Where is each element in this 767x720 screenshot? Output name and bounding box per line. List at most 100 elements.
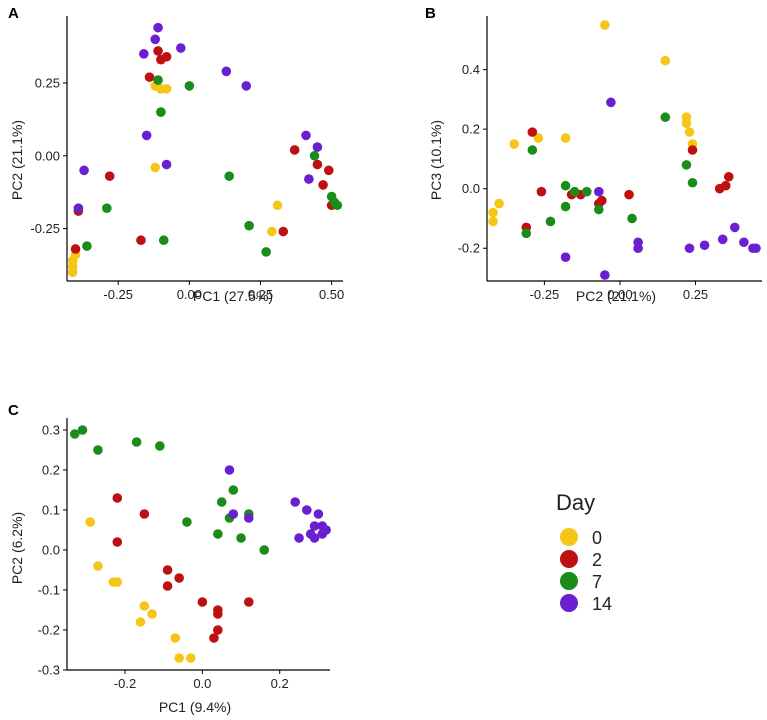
- panel-a-point-day-7: [153, 75, 163, 85]
- panel-a-point-day-0: [272, 200, 283, 211]
- panel-c-point-day-14: [228, 509, 239, 519]
- panel-b-point-day-14: [730, 222, 740, 233]
- panel-a-point-day-14: [161, 159, 172, 170]
- panel-a-axes: -0.25 0.00 0.25 0.50 -0.25 0.00 0.25: [30, 16, 344, 302]
- panel-b-point-day-14: [606, 97, 616, 108]
- panel-a-point-day-2: [318, 180, 328, 190]
- panel-c-x-tick-label: 0.0: [193, 676, 211, 691]
- panel-b-point-day-7: [521, 228, 532, 239]
- panel-a-point-day-7: [244, 220, 254, 231]
- panel-b-x-tick-label: 0.25: [683, 287, 708, 302]
- panel-b-point-day-7: [627, 213, 637, 224]
- panel-b-point-day-14: [560, 252, 571, 262]
- panel-c-point-day-0: [135, 617, 146, 627]
- legend-swatch-day-14: [560, 594, 578, 612]
- panel-c-point-day-0: [174, 653, 184, 663]
- panel-c-point-day-7: [182, 517, 192, 527]
- legend-swatch-day-2: [560, 550, 578, 568]
- panel-c-point-day-7: [213, 529, 223, 539]
- panel-a-point-day-14: [241, 81, 252, 91]
- panel-c-point-day-7: [77, 425, 88, 435]
- panel-a-point-day-7: [332, 200, 343, 211]
- panel-a-y-tick-label: 0.25: [35, 75, 60, 90]
- panel-b-point-day-2: [536, 186, 547, 197]
- panel-b-point-day-2: [723, 171, 734, 182]
- panel-c-label: C: [8, 402, 19, 419]
- panel-c-point-day-14: [290, 497, 300, 507]
- panel-c-point-day-7: [236, 533, 246, 543]
- panel-b-point-day-2: [687, 145, 698, 155]
- panel-b-point-day-7: [545, 216, 556, 227]
- panel-c-point-day-2: [112, 493, 123, 503]
- panel-c-point-day-14: [309, 533, 320, 543]
- panel-a-point-day-0: [150, 162, 161, 173]
- panel-c-point-day-0: [170, 633, 181, 643]
- panel-a-point-day-7: [261, 247, 271, 257]
- panel-a-point-day-7: [184, 81, 195, 91]
- legend-label-day-2: 2: [592, 550, 602, 570]
- panel-c-point-day-7: [228, 485, 239, 495]
- panel-b-point-day-0: [660, 55, 671, 66]
- panel-a-point-day-7: [158, 235, 169, 246]
- panel-b-point-day-14: [717, 234, 728, 245]
- panel-b-point-day-0: [494, 198, 504, 209]
- panel-c-y-tick-label: -0.2: [38, 623, 60, 638]
- panel-c-point-day-2: [112, 537, 123, 547]
- panel-b-x-tick-label: -0.25: [530, 287, 560, 302]
- panel-b-y-tick-label: 0.2: [462, 122, 480, 137]
- panel-b-x-tick-label: 0.00: [607, 287, 632, 302]
- panel-c-point-day-2: [174, 573, 184, 583]
- panel-a-point-day-2: [289, 145, 300, 155]
- panel-a-point-day-14: [73, 203, 84, 213]
- panel-a-point-day-14: [150, 34, 161, 45]
- panel-a-point-day-7: [309, 150, 320, 161]
- panel-c-y-tick-label: -0.1: [38, 583, 60, 598]
- panel-b-point-day-7: [569, 186, 580, 197]
- panel-c-point-day-2: [213, 609, 223, 619]
- panel-b-y-tick-label: 0.0: [462, 181, 480, 196]
- panel-c-x-tick-label: -0.2: [114, 676, 136, 691]
- legend-swatch-day-7: [560, 572, 578, 590]
- panel-b-point-day-14: [633, 243, 643, 254]
- panel-b-point-day-2: [597, 195, 607, 206]
- panel-a-x-tick-label: 0.25: [248, 287, 273, 302]
- panel-c-x-tick-label: 0.2: [271, 676, 289, 691]
- panel-a: A -0.25 0.00 0.25 0.50 -0.25 0.00 0.25 PC1 (27…: [8, 5, 344, 304]
- panel-c-point-day-2: [162, 565, 173, 575]
- panel-c-point-day-2: [209, 633, 219, 643]
- panel-c-points: [69, 425, 331, 663]
- panel-b-axes: -0.25 0.00 0.25 -0.2 0.0 0.2 0.4: [458, 16, 762, 302]
- panel-c-point-day-0: [139, 601, 150, 611]
- panel-c: C -0.2 0.0 0.2 -0.3 -0.2 -0.1 0.0 0.1 0.2 0.3 PC1…: [8, 402, 331, 715]
- panel-a-y-tick-label: -0.25: [30, 221, 60, 236]
- panel-c-point-day-2: [139, 509, 150, 519]
- legend-label-day-14: 14: [592, 594, 612, 614]
- panel-a-point-day-14: [153, 22, 163, 33]
- panel-b-point-day-0: [509, 139, 519, 149]
- panel-c-point-day-7: [93, 445, 103, 455]
- panel-c-point-day-7: [131, 437, 142, 447]
- panel-c-ylabel: PC2 (6.2%): [9, 512, 25, 584]
- panel-a-point-day-0: [67, 267, 78, 278]
- panel-a-point-day-14: [176, 43, 186, 53]
- panel-b-point-day-2: [720, 180, 731, 191]
- panel-c-point-day-14: [301, 505, 312, 515]
- panel-a-y-tick-label: 0.00: [35, 148, 60, 163]
- panel-c-point-day-0: [112, 577, 123, 587]
- panel-a-point-day-7: [224, 171, 234, 181]
- legend-title: Day: [556, 490, 595, 515]
- panel-b-point-day-0: [560, 133, 571, 143]
- panel-c-point-day-0: [85, 517, 96, 527]
- panel-b-point-day-0: [533, 133, 544, 143]
- panel-a-point-day-2: [312, 159, 323, 170]
- panel-a-point-day-14: [301, 130, 311, 141]
- panel-a-point-day-0: [161, 84, 172, 94]
- panel-a-point-day-14: [141, 130, 152, 141]
- panel-b-point-day-7: [687, 177, 698, 188]
- panel-b-points: [488, 20, 761, 280]
- panel-a-point-day-14: [139, 49, 149, 59]
- panel-a-point-day-14: [79, 165, 89, 176]
- panel-c-point-day-2: [213, 625, 223, 635]
- panel-b-point-day-0: [488, 216, 498, 227]
